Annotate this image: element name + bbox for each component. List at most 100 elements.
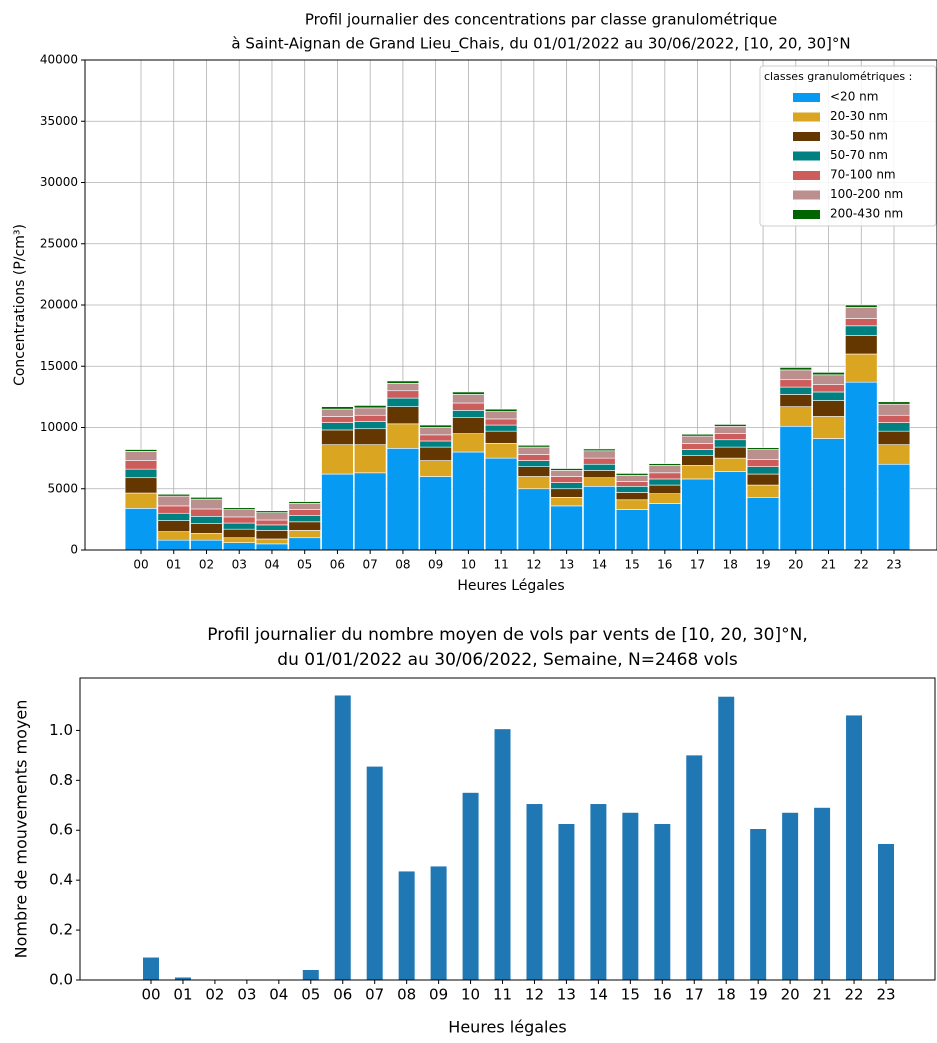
x-tick-label: 11 — [493, 986, 512, 1004]
bar-segment — [779, 386, 812, 395]
bar-segment — [648, 465, 682, 474]
bar-segment — [157, 512, 190, 521]
chart-title: du 01/01/2022 au 30/06/2022, Semaine, N=… — [277, 650, 738, 670]
bar-segment — [812, 384, 845, 393]
bar-segment — [386, 406, 420, 425]
bar-segment — [223, 507, 256, 510]
bar — [174, 977, 191, 980]
bar-segment — [681, 443, 714, 450]
x-tick-label: 01 — [166, 558, 181, 572]
x-tick-label: 22 — [844, 986, 863, 1004]
x-tick-label: 18 — [717, 986, 736, 1004]
bar — [366, 766, 383, 980]
bar-segment — [648, 478, 682, 486]
bar-segment — [452, 433, 485, 453]
bar-segment — [321, 408, 354, 417]
bar-segment — [255, 538, 289, 545]
x-tick-label: 05 — [297, 558, 312, 572]
bar-segment — [124, 492, 158, 509]
bar-segment — [419, 427, 452, 436]
bar-segment — [386, 390, 420, 399]
bar-segment — [452, 451, 485, 551]
bar-segment — [288, 503, 321, 510]
x-tick-label: 07 — [365, 986, 384, 1004]
bar — [622, 812, 639, 980]
bar-segment — [845, 381, 878, 551]
bar-segment — [223, 528, 256, 539]
bar-segment — [223, 516, 256, 524]
y-tick-label: 1.0 — [49, 721, 73, 739]
x-tick-label: 09 — [429, 986, 448, 1004]
bar — [782, 812, 799, 980]
bar-segment — [714, 424, 747, 427]
bar-segment — [223, 537, 256, 543]
bar-segment — [157, 495, 190, 507]
legend-label: 100-200 nm — [830, 187, 903, 201]
x-tick-label: 05 — [301, 986, 320, 1004]
y-axis-label: Concentrations (P/cm³) — [12, 224, 28, 386]
bar-segment — [845, 353, 878, 383]
bar — [494, 729, 511, 980]
bar-segment — [124, 508, 158, 551]
bar-segment — [877, 414, 911, 423]
y-tick-label: 5000 — [47, 481, 78, 495]
legend-swatch — [793, 93, 820, 102]
bar-segment — [255, 543, 289, 551]
bar-segment — [484, 443, 518, 459]
bar-segment — [648, 493, 682, 504]
legend-swatch — [793, 132, 820, 141]
bar-segment — [648, 463, 682, 466]
y-tick-label: 40000 — [40, 53, 78, 67]
bar-segment — [877, 401, 911, 405]
plot-frame — [84, 59, 937, 551]
bar-segment — [550, 488, 583, 498]
bar-segment — [321, 416, 354, 423]
bar-segment — [386, 423, 420, 449]
bar — [878, 843, 894, 980]
y-tick-label: 35000 — [40, 114, 78, 128]
bar-segment — [615, 481, 649, 487]
bar-segment — [812, 374, 845, 385]
bar-segment — [845, 304, 878, 308]
x-tick-label: 15 — [624, 558, 639, 572]
legend-label: 20-30 nm — [830, 109, 888, 123]
bar-segment — [550, 470, 583, 477]
bar-segment — [517, 460, 551, 468]
legend-swatch — [793, 151, 820, 161]
bar-segment — [615, 473, 649, 476]
x-tick-label: 14 — [589, 986, 608, 1004]
x-tick-label: 15 — [621, 986, 640, 1004]
bar-segment — [583, 457, 616, 465]
x-tick-label: 10 — [461, 558, 476, 572]
bar-segment — [353, 407, 387, 416]
x-tick-label: 07 — [363, 558, 378, 572]
x-tick-label: 12 — [526, 558, 541, 572]
x-tick-label: 13 — [557, 986, 576, 1004]
bar-segment — [353, 472, 387, 551]
bar-segment — [714, 446, 747, 459]
bar-segment — [746, 497, 780, 551]
bar-segment — [583, 463, 616, 471]
bar-segment — [583, 470, 616, 479]
bar-segment — [583, 477, 616, 487]
bar-segment — [746, 447, 780, 450]
bar-segment — [583, 450, 616, 459]
bar-segment — [877, 463, 911, 551]
bar-segment — [321, 473, 354, 551]
bar-segment — [615, 485, 649, 493]
bar-segment — [419, 424, 452, 428]
bar-segment — [190, 497, 223, 500]
x-tick-label: 03 — [237, 986, 256, 1004]
bar-segment — [746, 473, 780, 486]
bar-segment — [517, 476, 551, 490]
bar-segment — [321, 429, 354, 445]
legend-swatch — [793, 210, 820, 219]
y-tick-label: 10000 — [40, 420, 78, 434]
chart-title: Profil journalier des concentrations par… — [305, 11, 777, 29]
bar-segment — [714, 433, 747, 441]
bar — [846, 715, 863, 980]
x-axis-label: Heures Légales — [457, 578, 564, 594]
x-tick-label: 16 — [653, 986, 672, 1004]
x-tick-label: 20 — [788, 558, 803, 572]
legend-title: classes granulométriques : — [764, 70, 912, 83]
